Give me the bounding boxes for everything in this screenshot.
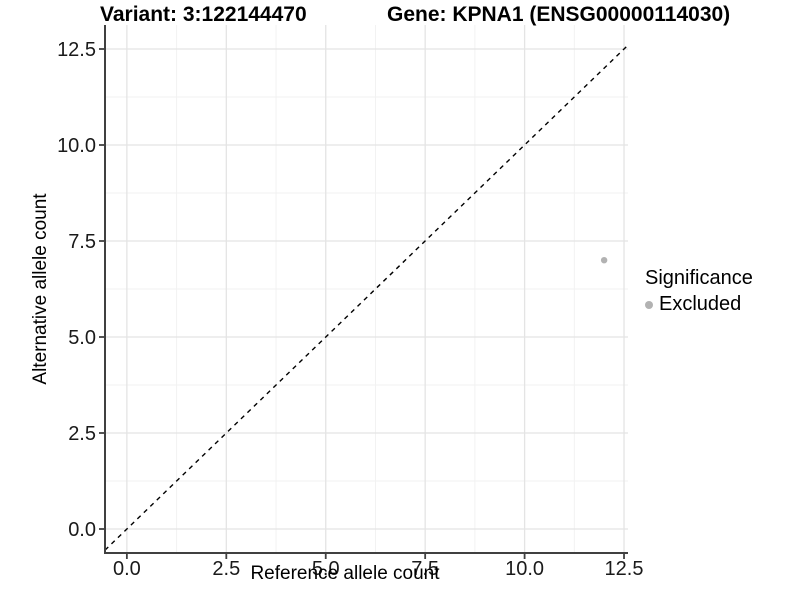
y-tick-label: 2.5 (68, 423, 96, 445)
identity-line (104, 44, 629, 551)
x-tick-label: 12.5 (605, 558, 644, 580)
x-tick-label: 5.0 (312, 558, 340, 580)
y-tick-label: 12.5 (57, 39, 96, 61)
excluded-point-icon (645, 300, 653, 309)
legend-item-label: Excluded (659, 293, 742, 315)
variant-title: Variant: 3:122144470 (100, 3, 307, 26)
legend-item-excluded: Excluded (645, 293, 753, 316)
x-axis-title: Reference allele count (250, 563, 440, 584)
y-tick-label: 10.0 (57, 135, 96, 157)
x-tick-label: 0.0 (113, 558, 141, 580)
y-tick-label: 0.0 (68, 519, 96, 541)
y-tick-label: 5.0 (68, 327, 96, 349)
legend-title: Significance (645, 267, 753, 289)
x-tick-label: 10.0 (505, 558, 544, 580)
legend: Significance Excluded (645, 267, 753, 316)
x-tick-label: 2.5 (212, 558, 240, 580)
y-tick-label: 7.5 (68, 231, 96, 253)
x-tick-label: 7.5 (411, 558, 439, 580)
data-point (600, 257, 608, 264)
y-axis-title: Alternative allele count (30, 193, 51, 385)
gene-title: Gene: KPNA1 (ENSG00000114030) (387, 3, 731, 26)
